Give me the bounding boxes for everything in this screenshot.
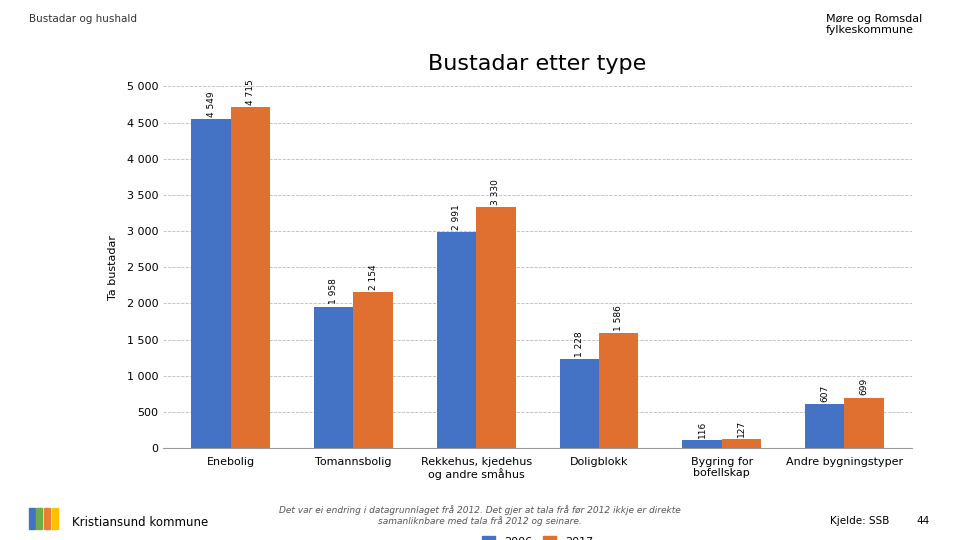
Legend: 2006, 2017: 2006, 2017 <box>477 532 598 540</box>
Text: 607: 607 <box>821 385 829 402</box>
Bar <box>476 207 516 448</box>
Bar <box>314 307 353 448</box>
Bar <box>722 439 761 448</box>
Text: 116: 116 <box>698 420 707 437</box>
Text: 4 715: 4 715 <box>246 79 254 105</box>
Text: Kjelde: SSB: Kjelde: SSB <box>830 516 890 526</box>
Bar <box>353 292 393 448</box>
Text: Bustadar etter type: Bustadar etter type <box>428 54 647 74</box>
Text: 2 991: 2 991 <box>452 204 461 230</box>
Bar <box>683 440 722 448</box>
Y-axis label: Ta bustadar: Ta bustadar <box>108 235 118 300</box>
Text: 2 154: 2 154 <box>369 265 377 290</box>
Bar <box>845 397 884 448</box>
Text: Møre og Romsdal
fylkeskommune: Møre og Romsdal fylkeskommune <box>826 14 922 35</box>
Bar <box>599 333 638 448</box>
Text: Bustadar og hushald: Bustadar og hushald <box>29 14 137 24</box>
Bar <box>437 232 476 448</box>
Text: 1 958: 1 958 <box>329 279 338 305</box>
Text: 44: 44 <box>917 516 930 526</box>
Text: 1 228: 1 228 <box>575 332 584 357</box>
Bar <box>805 404 845 448</box>
Text: 4 549: 4 549 <box>206 91 216 117</box>
Text: 3 330: 3 330 <box>492 179 500 205</box>
Text: 127: 127 <box>737 420 746 437</box>
Text: Kristiansund kommune: Kristiansund kommune <box>72 516 208 529</box>
Bar <box>230 107 270 448</box>
Text: Det var ei endring i datagrunnlaget frå 2012. Det gjer at tala frå før 2012 ikkj: Det var ei endring i datagrunnlaget frå … <box>279 505 681 526</box>
Bar <box>560 359 599 448</box>
Bar <box>191 119 230 448</box>
Text: 699: 699 <box>859 378 869 395</box>
Text: 1 586: 1 586 <box>614 306 623 331</box>
